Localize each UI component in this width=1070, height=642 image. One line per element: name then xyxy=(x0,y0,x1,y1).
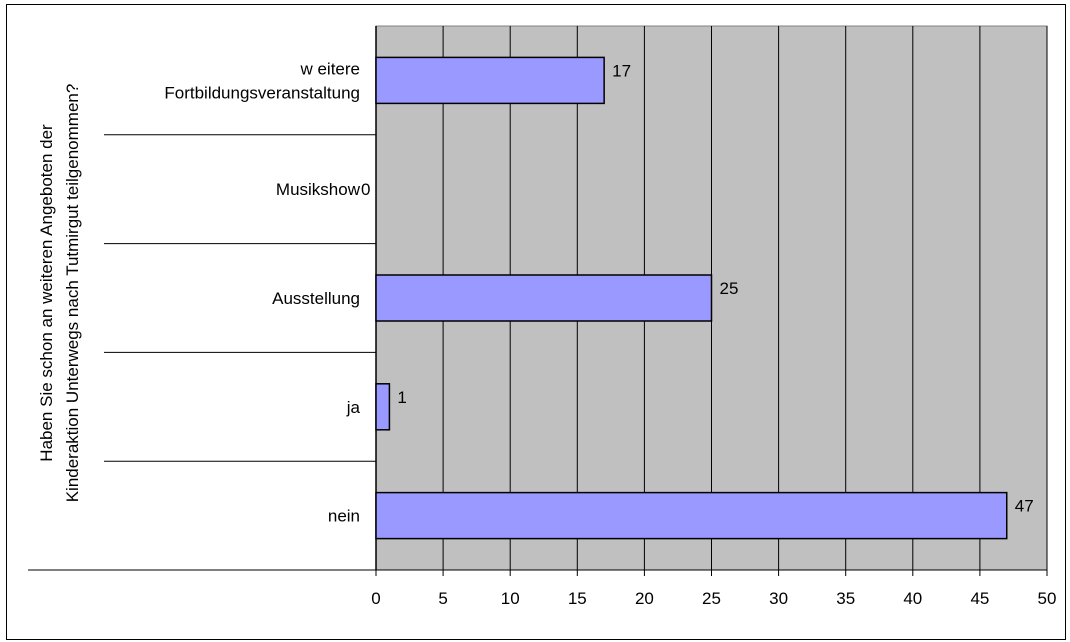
data-label: 17 xyxy=(612,61,631,80)
x-tick-label: 25 xyxy=(702,589,721,608)
bar xyxy=(375,491,1008,540)
x-tick-label: 0 xyxy=(371,589,380,608)
category-label: ja xyxy=(346,398,361,417)
data-label: 1 xyxy=(397,388,406,407)
x-tick-label: 30 xyxy=(769,589,788,608)
category-label: Musikshow xyxy=(276,180,361,199)
bar xyxy=(375,383,391,431)
data-label: 0 xyxy=(361,180,370,199)
y-axis-title-line-2: Kinderaktion Unterwegs nach Tutmirgut te… xyxy=(63,84,82,503)
x-tick-label: 20 xyxy=(635,589,654,608)
x-tick-label: 5 xyxy=(438,589,447,608)
category-label: Ausstellung xyxy=(272,289,360,308)
data-label: 47 xyxy=(1015,497,1034,516)
bar xyxy=(375,274,713,322)
y-axis-title-line-1: Haben Sie schon an weiteren Angeboten de… xyxy=(37,124,56,462)
x-tick-label: 50 xyxy=(1038,589,1057,608)
x-tick-label: 15 xyxy=(568,589,587,608)
data-label: 25 xyxy=(720,279,739,298)
category-label: w eitere xyxy=(299,59,360,78)
x-tick-label: 40 xyxy=(903,589,922,608)
category-label: Fortbildungsveranstaltung xyxy=(164,83,360,102)
x-tick-label: 35 xyxy=(836,589,855,608)
bar xyxy=(375,56,605,105)
y-axis-title: Haben Sie schon an weiteren Angeboten de… xyxy=(37,84,82,503)
category-label: nein xyxy=(328,507,360,526)
x-tick-label: 45 xyxy=(970,589,989,608)
x-tick-label: 10 xyxy=(501,589,520,608)
